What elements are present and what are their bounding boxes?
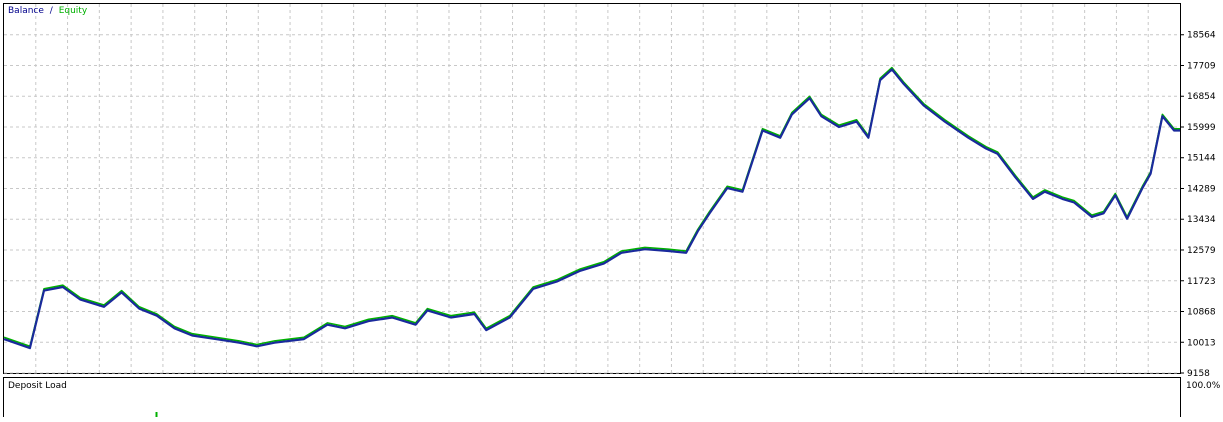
legend-separator: / (50, 6, 54, 16)
y-tick-label: 16854 (1187, 92, 1216, 102)
y-tick-label: 11723 (1187, 277, 1216, 287)
legend-equity: Equity (59, 6, 88, 16)
y-tick-label: 15999 (1187, 123, 1216, 133)
legend-balance: Balance (8, 6, 44, 16)
deposit-load-title: Deposit Load (8, 381, 67, 391)
y-tick-label: 9158 (1187, 369, 1210, 379)
y-axis-ticks: 18564 17709 16854 15999 15144 14289 13434 12579… (1180, 31, 1216, 379)
y-tick-label: 17709 (1187, 61, 1216, 71)
y-tick-label: 13434 (1187, 215, 1216, 225)
y-tick-label: 12579 (1187, 246, 1216, 256)
deposit-load-max-label: 100.0% (1186, 381, 1221, 391)
y-tick-label: 10868 (1187, 308, 1216, 318)
deposit-load-frame (3, 377, 1181, 422)
series-layer (3, 66, 1180, 350)
y-tick-label: 18564 (1187, 31, 1216, 41)
series-line-balance (3, 68, 1180, 350)
legend: Balance / Equity (8, 6, 88, 16)
y-tick-label: 10013 (1187, 338, 1216, 348)
y-tick-label: 15144 (1187, 154, 1216, 164)
y-tick-label: 14289 (1187, 184, 1216, 194)
